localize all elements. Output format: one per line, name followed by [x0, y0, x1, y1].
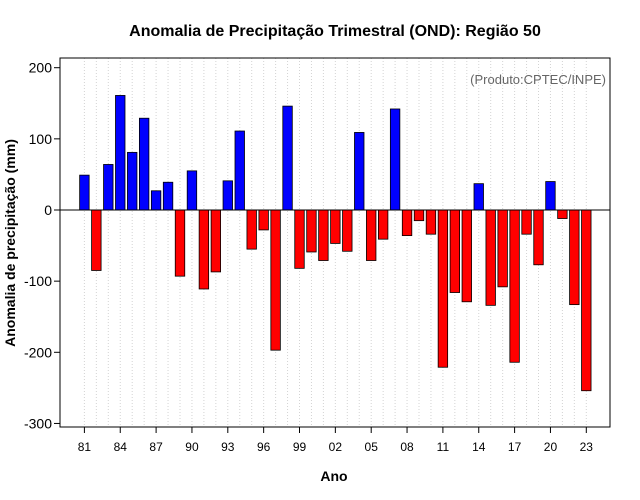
bar-1998: [282, 105, 293, 211]
x-tick-label: 02: [329, 440, 343, 454]
bar-1989: [174, 209, 186, 277]
bar-2005: [366, 209, 377, 261]
bar-2006: [377, 209, 389, 240]
y-tick-label: -300: [24, 415, 52, 431]
bar-1997: [270, 209, 281, 351]
bar-1994: [234, 130, 245, 211]
bar-2020: [545, 181, 556, 211]
bar-1999: [294, 209, 305, 269]
y-tick-label: -100: [24, 273, 52, 289]
bar-1982: [91, 209, 102, 271]
bar-1983: [103, 164, 114, 211]
x-tick-label: 90: [185, 440, 199, 454]
x-tick-label: 11: [437, 440, 450, 454]
bar-1986: [138, 117, 150, 211]
x-tick-label: 14: [472, 440, 486, 454]
bars: [79, 95, 592, 392]
bar-2002: [330, 209, 341, 244]
bar-1985: [127, 151, 138, 211]
x-tick-label: 20: [544, 440, 558, 454]
source-annotation: (Produto:CPTEC/INPE): [470, 72, 606, 87]
y-axis: -300 -200 -100 0 100 200: [24, 60, 60, 431]
x-tick-label: 23: [580, 440, 594, 454]
bar-2014: [473, 183, 484, 211]
bar-2001: [318, 209, 329, 261]
bar-1992: [210, 209, 222, 273]
bar-2000: [306, 209, 317, 253]
bar-2013: [461, 209, 472, 303]
x-tick-label: 05: [365, 440, 379, 454]
bar-2016: [497, 209, 508, 288]
x-tick-label: 87: [149, 440, 163, 454]
bar-2008: [401, 209, 413, 237]
bar-2007: [389, 108, 401, 211]
bar-1996: [258, 209, 269, 231]
bar-2012: [449, 209, 461, 293]
bar-2021: [557, 209, 568, 219]
y-tick-label: -200: [24, 344, 52, 360]
bar-1991: [198, 209, 210, 290]
y-tick-label: 100: [29, 131, 53, 147]
bar-2023: [581, 209, 592, 392]
bar-1987: [150, 190, 162, 211]
bar-1990: [186, 170, 198, 211]
bar-2019: [533, 209, 544, 266]
bar-2022: [569, 209, 580, 306]
x-axis-title: Ano: [320, 468, 347, 484]
bar-1981: [79, 174, 90, 211]
bar-2011: [437, 209, 449, 368]
x-tick-label: 17: [508, 440, 522, 454]
x-tick-label: 84: [114, 440, 128, 454]
bar-2017: [509, 209, 520, 363]
x-axis: 81 84 87 90 93 96 99 02 05 08 11 14 17 20 23: [78, 427, 594, 454]
bar-1988: [162, 181, 174, 211]
x-tick-label: 08: [400, 440, 414, 454]
bar-1993: [222, 180, 233, 211]
bar-2015: [485, 209, 496, 306]
x-tick-label: 96: [257, 440, 271, 454]
bar-2003: [342, 209, 353, 252]
bar-2010: [425, 209, 437, 235]
x-tick-label: 81: [78, 440, 92, 454]
chart-title: Anomalia de Precipitação Trimestral (OND…: [129, 23, 541, 40]
y-tick-label: 0: [44, 202, 52, 218]
x-tick-label: 93: [221, 440, 235, 454]
bar-2004: [354, 132, 365, 211]
bar-2018: [521, 209, 532, 235]
bar-1995: [246, 209, 257, 250]
bar-1984: [115, 95, 126, 211]
y-axis-title: Anomalia de precipitação (mm): [2, 139, 18, 347]
bar-2009: [413, 209, 425, 222]
y-tick-label: 200: [29, 60, 53, 76]
x-tick-label: 99: [293, 440, 307, 454]
